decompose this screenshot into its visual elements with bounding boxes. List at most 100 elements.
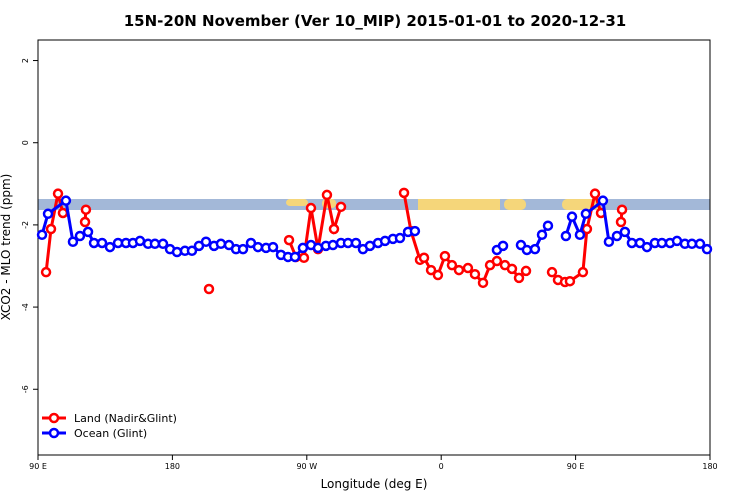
data-point — [409, 225, 421, 237]
data-point — [157, 238, 169, 250]
data-point — [615, 216, 627, 228]
data-point — [619, 226, 631, 238]
data-point — [82, 226, 94, 238]
y-tick-label: -6 — [21, 385, 30, 393]
data-point — [536, 229, 548, 241]
data-point — [67, 236, 79, 247]
y-tick-label: -4 — [21, 303, 30, 311]
data-point — [171, 246, 183, 258]
data-point — [616, 204, 628, 215]
land-patch — [286, 199, 308, 206]
data-point — [60, 195, 72, 206]
legend-label: Land (Nadir&Glint) — [74, 412, 177, 425]
ocean-band — [38, 199, 710, 210]
data-point — [611, 230, 623, 242]
data-point — [603, 236, 615, 247]
data-point — [439, 250, 451, 262]
data-point — [432, 269, 444, 281]
data-point — [398, 187, 410, 199]
data-point — [321, 189, 333, 201]
data-point — [149, 238, 161, 250]
data-point — [45, 223, 57, 235]
data-point — [453, 264, 465, 276]
data-point — [560, 230, 572, 242]
data-point — [328, 223, 340, 235]
data-point — [364, 240, 376, 252]
data-point — [506, 263, 518, 275]
data-point — [577, 266, 589, 278]
x-axis-label: Longitude (deg E) — [321, 477, 428, 491]
data-point — [42, 208, 54, 220]
data-point — [36, 229, 48, 241]
data-point — [656, 237, 668, 249]
data-point — [186, 245, 198, 257]
data-point — [589, 188, 601, 199]
data-point — [469, 268, 481, 280]
x-tick-label: 0 — [439, 462, 444, 471]
data-point — [215, 238, 227, 250]
data-point — [542, 220, 554, 231]
data-point — [297, 242, 309, 254]
chart-title: 15N-20N November (Ver 10_MIP) 2015-01-01… — [124, 12, 626, 30]
data-point — [327, 239, 339, 251]
x-tick-label: 180 — [702, 462, 717, 471]
data-point — [641, 241, 653, 253]
data-point — [462, 262, 474, 274]
data-point — [497, 240, 509, 252]
data-point — [477, 277, 489, 289]
x-tick-label: 180 — [165, 462, 180, 471]
data-point — [104, 241, 116, 253]
data-point — [203, 283, 215, 295]
legend-label: Ocean (Glint) — [74, 427, 147, 440]
legend-marker — [48, 412, 60, 424]
x-tick-label: 90 E — [567, 462, 585, 471]
data-point — [701, 243, 713, 255]
legend: Land (Nadir&Glint) Ocean (Glint) — [42, 412, 177, 440]
land-patch — [504, 199, 526, 210]
data-point — [252, 241, 264, 253]
data-point — [546, 266, 558, 278]
data-point — [626, 237, 638, 249]
data-point — [694, 238, 706, 250]
data-point — [52, 188, 64, 199]
mask-band — [38, 199, 710, 210]
y-axis-label: XCO2 - MLO trend (ppm) — [0, 174, 13, 321]
data-point — [134, 235, 146, 247]
data-point — [267, 241, 279, 253]
data-point — [40, 266, 52, 278]
y-tick-label: -2 — [21, 221, 30, 229]
data-point — [80, 204, 92, 215]
y-tick-label: 2 — [21, 58, 30, 63]
data-point — [446, 259, 458, 271]
data-point — [564, 275, 576, 287]
data-point — [529, 243, 541, 255]
data-point — [418, 252, 430, 264]
data-point — [289, 251, 301, 263]
data-point — [394, 232, 406, 244]
data-point — [283, 234, 295, 246]
data-point — [88, 237, 100, 249]
data-point — [57, 207, 69, 219]
data-point — [580, 208, 592, 220]
data-point — [520, 265, 532, 277]
data-point — [74, 230, 86, 242]
y-tick-label: 0 — [21, 140, 30, 145]
data-point — [237, 243, 249, 255]
data-point — [513, 272, 525, 284]
data-point — [96, 237, 108, 249]
data-point — [298, 252, 310, 264]
data-point — [597, 195, 609, 206]
land-patch — [418, 199, 500, 210]
data-point — [305, 202, 317, 214]
data-point — [574, 229, 586, 241]
data-point — [79, 216, 91, 228]
data-point — [491, 255, 503, 267]
data-point — [335, 201, 347, 213]
legend-marker — [48, 427, 60, 439]
data-point — [521, 244, 533, 256]
data-point — [350, 237, 362, 249]
x-tick-label: 90 E — [29, 462, 47, 471]
x-tick-label: 90 W — [296, 462, 317, 471]
